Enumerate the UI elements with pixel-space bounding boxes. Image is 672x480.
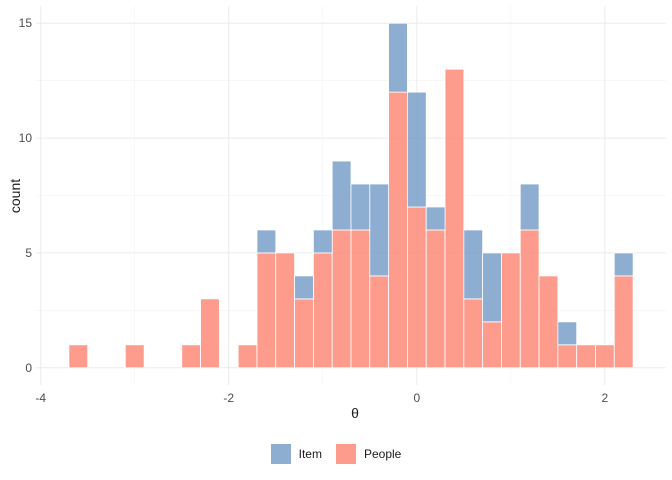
bar-people <box>501 252 521 369</box>
bar-item <box>350 183 371 231</box>
bar-people <box>294 298 314 369</box>
legend-item-people: People <box>335 444 402 464</box>
bar-item <box>369 183 390 277</box>
bar-item <box>463 229 484 300</box>
bar-people <box>275 252 295 369</box>
bar-item <box>312 229 333 254</box>
bar-item <box>294 275 314 300</box>
bar-item <box>256 229 277 254</box>
x-tick-label: 2 <box>602 391 609 405</box>
y-tick-label: 5 <box>25 246 32 260</box>
y-axis-title: count <box>7 179 23 213</box>
bar-people <box>425 229 446 369</box>
histogram-chart: -4 -2 0 2 0 5 10 15 θ count <box>7 6 666 421</box>
legend-item-item: Item <box>270 444 322 464</box>
legend-label-people: People <box>363 447 402 461</box>
bar-people <box>576 344 596 369</box>
bar-people <box>181 344 201 369</box>
legend-key-item <box>270 444 291 464</box>
legend-key-people <box>335 444 356 464</box>
legend: Item People <box>0 440 672 468</box>
bar-people <box>519 229 540 369</box>
bar-people <box>350 229 371 369</box>
x-axis-tick-labels: -4 -2 0 2 <box>35 391 608 405</box>
bar-people <box>444 68 465 369</box>
bar-people <box>200 298 220 369</box>
bar-people <box>68 344 89 369</box>
bar-people <box>312 252 333 369</box>
bar-people <box>331 229 352 369</box>
x-tick-label: 0 <box>413 391 420 405</box>
bar-item <box>331 160 352 231</box>
bar-people <box>388 91 408 369</box>
legend-label-item: Item <box>298 447 322 461</box>
bar-item <box>519 183 540 231</box>
x-tick-label: -4 <box>35 391 46 405</box>
bar-item <box>482 252 502 323</box>
y-tick-label: 10 <box>19 131 33 145</box>
bar-people <box>237 344 258 369</box>
bar-people <box>256 252 277 369</box>
y-tick-label: 15 <box>19 16 33 30</box>
bar-item <box>388 22 408 93</box>
bar-item <box>425 206 446 231</box>
bar-people <box>369 275 390 369</box>
bar-people <box>595 344 615 369</box>
bar-item <box>407 91 427 208</box>
bar-item <box>557 321 578 346</box>
bar-people <box>124 344 145 369</box>
bar-people <box>407 206 427 369</box>
bar-item <box>613 252 634 277</box>
bar-people <box>613 275 634 369</box>
bar-people <box>538 275 559 369</box>
bar-people <box>482 321 502 369</box>
bar-people <box>557 344 578 369</box>
x-axis-title: θ <box>351 405 359 421</box>
bar-people <box>463 298 484 369</box>
x-tick-label: -2 <box>223 391 234 405</box>
y-tick-label: 0 <box>25 361 32 375</box>
y-axis-tick-labels: 0 5 10 15 <box>19 16 33 375</box>
histogram-bars <box>68 22 634 369</box>
